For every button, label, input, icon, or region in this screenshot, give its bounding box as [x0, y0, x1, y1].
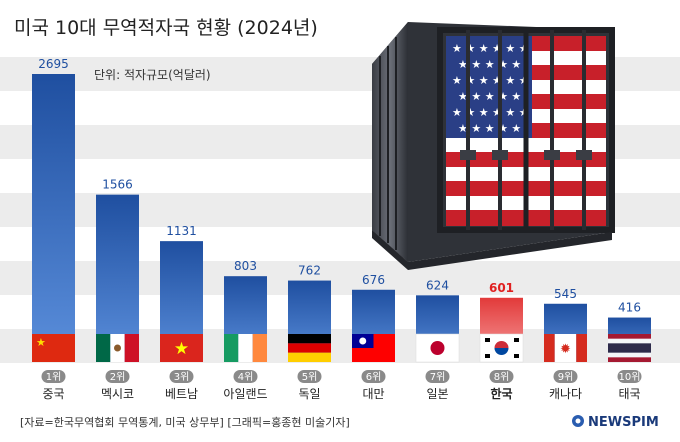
svg-text:★ ★ ★ ★ ★: ★ ★ ★ ★ ★: [458, 58, 521, 71]
container-side: [372, 22, 408, 262]
svg-text:★ ★ ★ ★ ★: ★ ★ ★ ★ ★: [458, 122, 521, 135]
data-label: 601: [489, 281, 514, 295]
data-label: 416: [618, 301, 641, 315]
svg-text:★ ★ ★ ★ ★ ★: ★ ★ ★ ★ ★ ★: [452, 106, 529, 119]
taiwan-flag: [352, 334, 395, 362]
rank-label: 1위: [46, 370, 62, 383]
tick-label: 대만: [362, 387, 384, 401]
shipping-container-illustration: ★ ★ ★ ★ ★ ★ ★ ★ ★ ★ ★ ★ ★ ★ ★ ★ ★ ★ ★ ★ …: [372, 22, 615, 270]
rank-label: 9위: [558, 370, 574, 383]
newspim-logo: NEWSPIM: [572, 415, 659, 430]
rank-label: 8위: [494, 370, 510, 383]
rank-badge: [41, 370, 66, 383]
rank-label: 6위: [366, 370, 382, 383]
tick-label: 멕시코: [101, 387, 134, 401]
tick-label: 베트남: [165, 387, 198, 401]
door-bars: [466, 30, 586, 230]
rank-badge: [361, 370, 386, 383]
svg-text:★: ★: [36, 336, 46, 349]
svg-text:★ ★ ★ ★ ★ ★: ★ ★ ★ ★ ★ ★: [452, 74, 529, 87]
canada-flag: ✹: [544, 334, 587, 362]
rank-badge: [297, 370, 322, 383]
door-handles: [460, 150, 592, 160]
rank-label: 3위: [174, 370, 190, 383]
data-label: 2695: [38, 57, 69, 71]
data-label: 1131: [166, 224, 197, 238]
svg-text:★ ★ ★ ★ ★ ★: ★ ★ ★ ★ ★ ★: [452, 42, 529, 55]
tick-label: 한국: [490, 386, 512, 401]
data-label: 1566: [102, 178, 133, 192]
rank-label: 10위: [619, 370, 641, 383]
source-note: [자료=한국무역협회 무역통계, 미국 상무부] [그래픽=홍종현 미술기자]: [20, 415, 350, 429]
svg-text:★: ★: [174, 339, 189, 359]
ireland-flag: [224, 334, 267, 362]
rank-label: 7위: [430, 370, 446, 383]
data-label: 545: [554, 287, 577, 301]
rank-badge: [489, 370, 514, 383]
japan-flag: [415, 333, 460, 363]
tick-label: 독일: [298, 387, 320, 401]
svg-text:★ ★ ★ ★ ★: ★ ★ ★ ★ ★: [458, 90, 521, 103]
rank-badge: [105, 370, 130, 383]
data-label: 762: [298, 264, 321, 278]
korea-flag: [479, 333, 524, 363]
tick-label: 아일랜드: [223, 387, 267, 401]
svg-text:✹: ✹: [560, 342, 571, 357]
chart-title: 미국 10대 무역적자국 현황 (2024년): [14, 17, 318, 39]
rank-badge: [233, 370, 258, 383]
mexico-flag: [96, 334, 139, 362]
rank-badge: [169, 370, 194, 383]
rank-label: 5위: [302, 370, 318, 383]
rank-badge: [553, 370, 578, 383]
thailand-flag: [608, 334, 651, 362]
china-flag: ★: [32, 334, 75, 362]
tick-label: 캐나다: [549, 387, 582, 401]
vietnam-flag: ★: [160, 334, 203, 362]
data-label: 624: [426, 278, 449, 292]
tick-label: 태국: [618, 387, 640, 401]
germany-flag: [288, 334, 331, 362]
brand-name: NEWSPIM: [588, 415, 659, 430]
data-label: 803: [234, 259, 257, 273]
container-base: [372, 230, 612, 270]
unit-note: 단위: 적자규모(억달러): [94, 68, 211, 82]
rank-label: 4위: [238, 370, 254, 383]
tick-label: 중국: [42, 387, 64, 401]
rank-label: 2위: [110, 370, 126, 383]
container-side-ribs: [379, 37, 397, 250]
bar: [32, 74, 75, 362]
data-label: 676: [362, 273, 385, 287]
tick-label: 일본: [426, 387, 448, 401]
rank-badge: [617, 370, 642, 383]
rank-badge: [425, 370, 450, 383]
